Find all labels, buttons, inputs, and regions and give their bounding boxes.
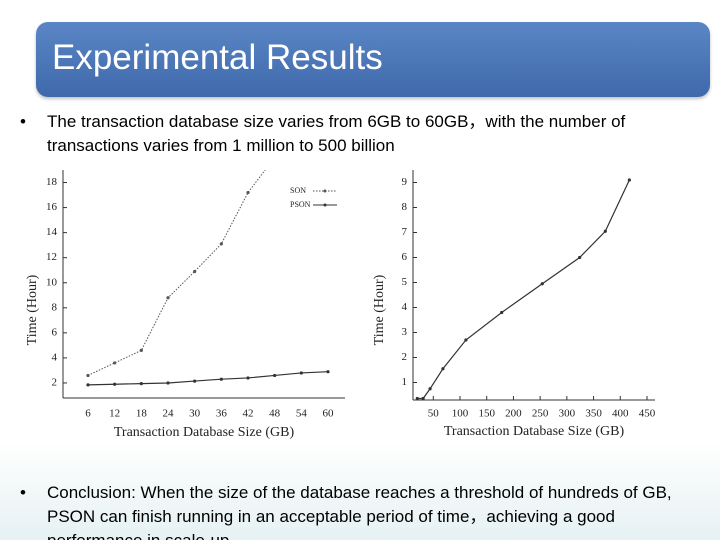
y-tick-label: 6 — [52, 326, 58, 338]
y-tick-label: 3 — [402, 326, 408, 338]
bullet: • Conclusion: When the size of the databa… — [20, 481, 695, 540]
y-tick-label: 16 — [46, 201, 58, 213]
bullet-text: The transaction database size varies fro… — [47, 112, 626, 155]
y-tick-label: 4 — [52, 351, 58, 363]
x-tick-label: 400 — [612, 408, 629, 420]
x-tick-label: 48 — [269, 408, 281, 420]
x-tick-label: 450 — [639, 408, 656, 420]
y-tick-label: 1 — [402, 376, 408, 388]
plot-area — [415, 178, 631, 400]
legend-label: PSON — [290, 200, 311, 209]
x-tick-label: 18 — [136, 408, 148, 420]
x-tick-label: 100 — [452, 408, 469, 420]
series-line — [417, 179, 630, 400]
y-tick-label: 2 — [402, 351, 408, 363]
y-tick-label: 12 — [46, 251, 57, 263]
data-point — [273, 156, 276, 159]
y-tick-label: 6 — [402, 251, 408, 263]
x-tick-label: 350 — [585, 408, 602, 420]
bullet: • The transaction database size varies fr… — [20, 110, 695, 158]
y-tick-label: 8 — [402, 201, 408, 213]
y-tick-label: 5 — [402, 276, 408, 288]
x-tick-label: 54 — [296, 408, 308, 420]
x-axis-label: Transaction Database Size (GB) — [114, 425, 295, 440]
x-tick-label: 200 — [505, 408, 522, 420]
y-axis-label: Time (Hour) — [25, 274, 40, 345]
y-axis-label: Time (Hour) — [372, 274, 387, 345]
x-tick-label: 12 — [109, 408, 120, 420]
legend-marker — [323, 189, 327, 193]
series-line — [87, 371, 329, 386]
x-tick-label: 300 — [559, 408, 576, 420]
y-tick-label: 18 — [46, 176, 58, 188]
series-line — [87, 170, 266, 376]
y-tick-label: 2 — [52, 376, 58, 388]
x-tick-label: 30 — [189, 408, 201, 420]
y-tick-label: 4 — [402, 301, 408, 313]
x-tick-label: 50 — [428, 408, 440, 420]
x-axis-label: Transaction Database Size (GB) — [444, 424, 625, 439]
y-tick-label: 10 — [46, 276, 58, 288]
x-tick-label: 6 — [85, 408, 91, 420]
y-tick-label: 14 — [46, 226, 58, 238]
x-tick-label: 42 — [243, 408, 254, 420]
plot-area — [86, 156, 330, 387]
y-tick-label: 7 — [402, 226, 408, 238]
x-tick-label: 60 — [323, 408, 335, 420]
x-tick-label: 250 — [532, 408, 549, 420]
title-bar — [36, 22, 710, 97]
y-tick-label: 8 — [52, 301, 58, 313]
legend-marker — [323, 203, 327, 207]
legend-label: SON — [290, 186, 306, 195]
y-tick-label: 9 — [402, 176, 408, 188]
slide-title: Experimental Results — [52, 38, 383, 77]
x-tick-label: 24 — [163, 408, 175, 420]
bullet-text: Conclusion: When the size of the databas… — [47, 483, 672, 540]
x-tick-label: 150 — [478, 408, 495, 420]
x-tick-label: 36 — [216, 408, 228, 420]
